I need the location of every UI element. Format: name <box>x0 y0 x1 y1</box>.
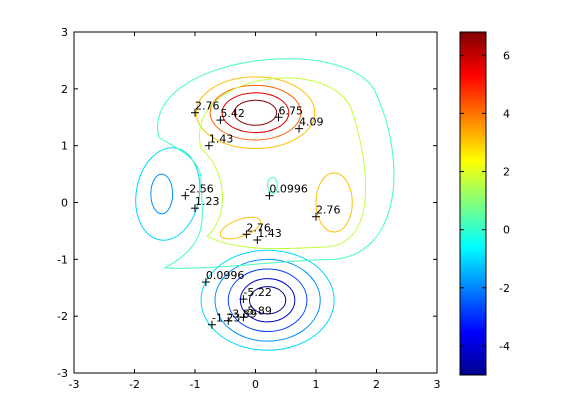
y-tick-label: 2 <box>61 83 68 96</box>
colorbar-tick-label: 6 <box>503 49 510 62</box>
contour-label: 1.43 <box>257 227 282 240</box>
contour-label-markers <box>181 108 320 329</box>
colorbar-tick-label: 0 <box>503 224 510 237</box>
y-tick-label: -2 <box>57 310 68 323</box>
contour-lines <box>135 58 395 351</box>
contour-line <box>221 92 290 134</box>
contour-labels: 2.765.42 6.754.091.43-2.561.230.09962.762… <box>185 100 340 325</box>
contour-line <box>248 286 287 315</box>
x-tick-label: 2 <box>373 378 380 391</box>
y-tick-label: 1 <box>61 140 68 153</box>
x-axis: -3 -2 -1 0 1 2 3 <box>69 32 441 391</box>
colorbar-tick-label: 2 <box>503 166 510 179</box>
contour-line <box>214 258 321 342</box>
y-tick-label: 3 <box>61 26 68 39</box>
contour-line <box>239 278 296 323</box>
contour-line <box>219 216 261 240</box>
contour-line <box>150 173 174 215</box>
contour-label: 2.76 <box>316 204 341 217</box>
contour-label: -1.23 <box>212 312 240 325</box>
contour-label: 2.76 <box>195 100 220 113</box>
colorbar-ticks: 6 4 2 0 -2 -4 <box>460 49 510 353</box>
x-tick-label: -3 <box>69 378 80 391</box>
x-tick-label: 0 <box>252 378 259 391</box>
y-axis: 3 2 1 0 -1 -2 -3 <box>57 26 437 380</box>
contour-label: -5.22 <box>243 286 271 299</box>
y-tick-label: 0 <box>61 197 68 210</box>
x-tick-label: -1 <box>190 378 201 391</box>
contour-label: -3.89 <box>228 308 256 321</box>
x-tick-label: 3 <box>434 378 441 391</box>
x-tick-label: 1 <box>313 378 320 391</box>
colorbar-tick-label: -2 <box>499 282 510 295</box>
contour-line <box>267 176 278 194</box>
x-tick-label: -2 <box>129 378 140 391</box>
contour-label: 0.0996 <box>206 269 245 282</box>
contour-label: 5.42 <box>220 107 245 120</box>
y-tick-label: -3 <box>57 367 68 380</box>
y-tick-label: -1 <box>57 253 68 266</box>
contour-label: 6.75 <box>278 104 303 117</box>
contour-line <box>200 249 335 351</box>
contour-line <box>199 77 367 250</box>
colorbar-tick-label: 4 <box>503 107 510 120</box>
contour-label: 0.0996 <box>269 183 308 196</box>
colorbar <box>459 31 487 376</box>
contour-line <box>209 84 302 141</box>
contour-line <box>233 99 278 126</box>
contour-label: -5.89 <box>243 304 271 317</box>
contour-label: 2.76 <box>246 221 270 234</box>
contour-label: -2.56 <box>185 183 213 196</box>
contour-label: 1.43 <box>209 133 234 146</box>
colorbar-tick-label: -4 <box>499 340 510 353</box>
contour-line <box>315 172 353 233</box>
contour-line <box>227 268 308 333</box>
contour-line <box>157 58 395 269</box>
contour-label: 1.23 <box>195 195 220 208</box>
plot-background <box>74 32 437 373</box>
contour-label: 4.09 <box>299 116 324 129</box>
